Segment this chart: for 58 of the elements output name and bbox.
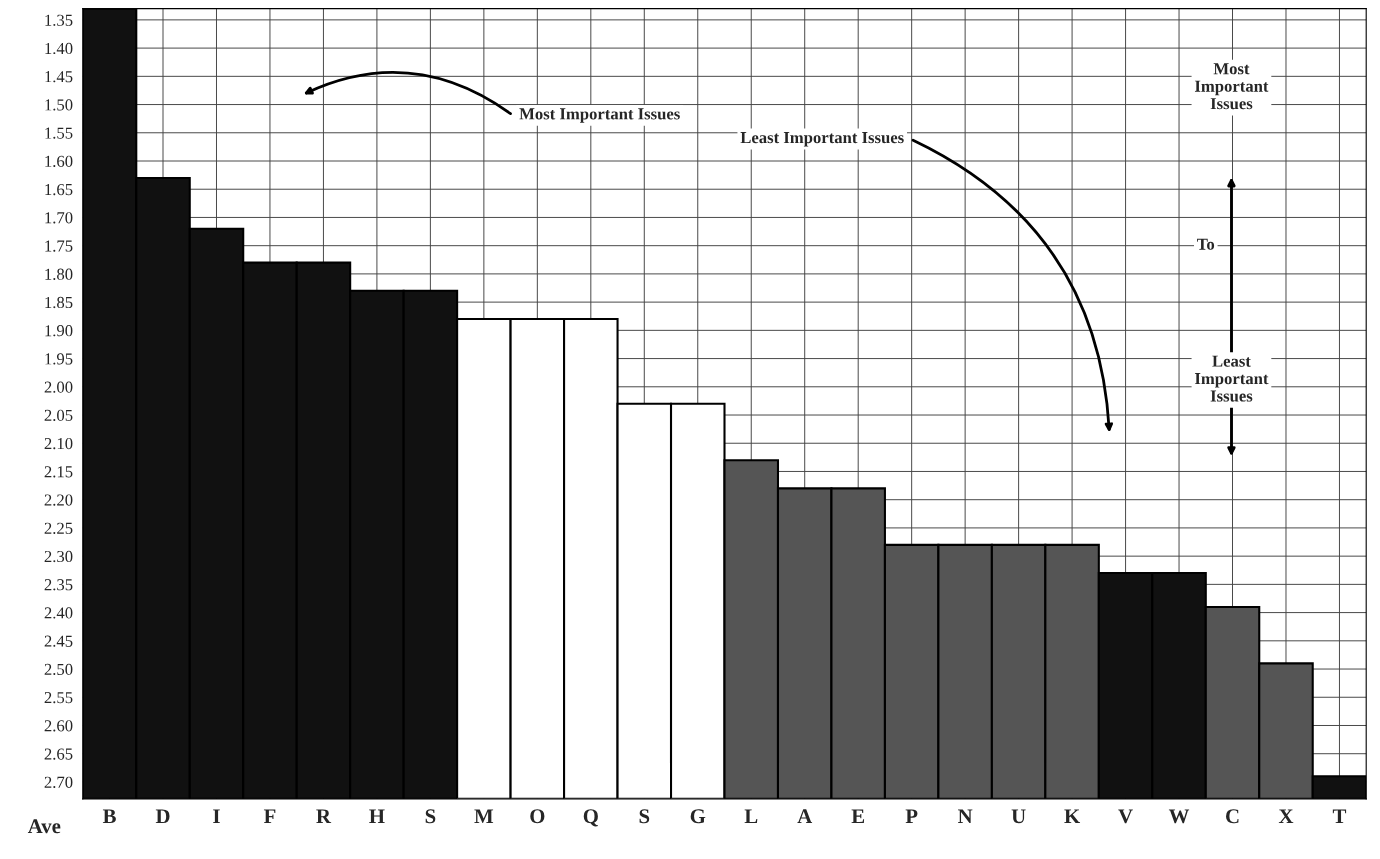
y-tick-label: 1.85 xyxy=(45,296,73,309)
x-tick-label: P xyxy=(905,809,918,824)
x-tick-label: D xyxy=(155,809,170,824)
y-tick-label: 1.65 xyxy=(45,183,73,196)
y-tick-label: 1.40 xyxy=(45,42,73,55)
annotation: To xyxy=(1197,238,1215,250)
y-tick-label: 2.20 xyxy=(44,494,73,506)
y-tick-label: 2.45 xyxy=(44,635,73,647)
y-tick-label: 2.15 xyxy=(44,466,73,478)
y-tick-label: 2.70 xyxy=(44,776,73,788)
x-tick-label: T xyxy=(1332,809,1347,824)
x-tick-label: M xyxy=(474,809,494,824)
y-tick-label: 1.50 xyxy=(45,99,73,111)
x-axis-title: Ave xyxy=(27,819,61,834)
x-tick-label: G xyxy=(690,809,706,824)
x-tick-label: A xyxy=(797,809,813,824)
annotation: Least Important Issues xyxy=(740,132,904,147)
y-tick-label: 2.50 xyxy=(44,663,73,676)
x-tick-label: F xyxy=(263,809,276,824)
y-tick-label: 2.60 xyxy=(44,720,73,732)
y-tick-label: 1.90 xyxy=(45,325,73,337)
y-tick-label: 1.35 xyxy=(45,14,73,26)
y-tick-label: 2.65 xyxy=(44,748,73,760)
x-tick-label: R xyxy=(316,809,332,824)
x-tick-label: V xyxy=(1118,809,1133,824)
y-tick-label: 2.35 xyxy=(44,579,73,591)
x-tick-label: H xyxy=(369,809,385,824)
x-tick-label: C xyxy=(1226,809,1239,824)
x-tick-label: X xyxy=(1278,809,1294,824)
y-tick-label: 2.00 xyxy=(44,381,73,393)
x-tick-label: E xyxy=(851,809,865,824)
x-tick-label: U xyxy=(1011,809,1026,824)
y-tick-label: 2.10 xyxy=(44,437,73,450)
x-tick-label: S xyxy=(425,809,436,824)
y-tick-label: 1.60 xyxy=(45,155,73,168)
x-tick-label: Q xyxy=(583,809,598,827)
x-tick-label: K xyxy=(1064,809,1081,824)
y-tick-label: 2.25 xyxy=(44,522,73,534)
x-tick-label: S xyxy=(639,809,650,824)
x-tick-label: O xyxy=(530,809,545,824)
x-tick-label: N xyxy=(958,809,973,824)
annotation: Most Important Issues xyxy=(1194,63,1269,110)
x-tick-label: B xyxy=(102,809,116,824)
annotation: Least Important Issues xyxy=(1194,355,1269,402)
y-tick-label: 2.40 xyxy=(44,607,73,619)
x-tick-label: L xyxy=(744,809,758,824)
y-tick-label: 2.55 xyxy=(44,692,73,704)
x-tick-label: I xyxy=(213,809,220,824)
y-tick-label: 2.05 xyxy=(44,409,73,422)
y-tick-label: 1.55 xyxy=(45,127,73,139)
annotation: Most Important Issues xyxy=(519,108,680,123)
y-tick-label: 1.80 xyxy=(45,268,73,280)
y-tick-label: 1.70 xyxy=(45,212,73,224)
y-tick-label: 1.75 xyxy=(45,240,73,252)
y-tick-label: 1.95 xyxy=(45,353,73,365)
x-tick-label: W xyxy=(1168,809,1190,824)
y-tick-label: 2.30 xyxy=(44,550,73,563)
y-tick-label: 1.45 xyxy=(45,71,73,83)
